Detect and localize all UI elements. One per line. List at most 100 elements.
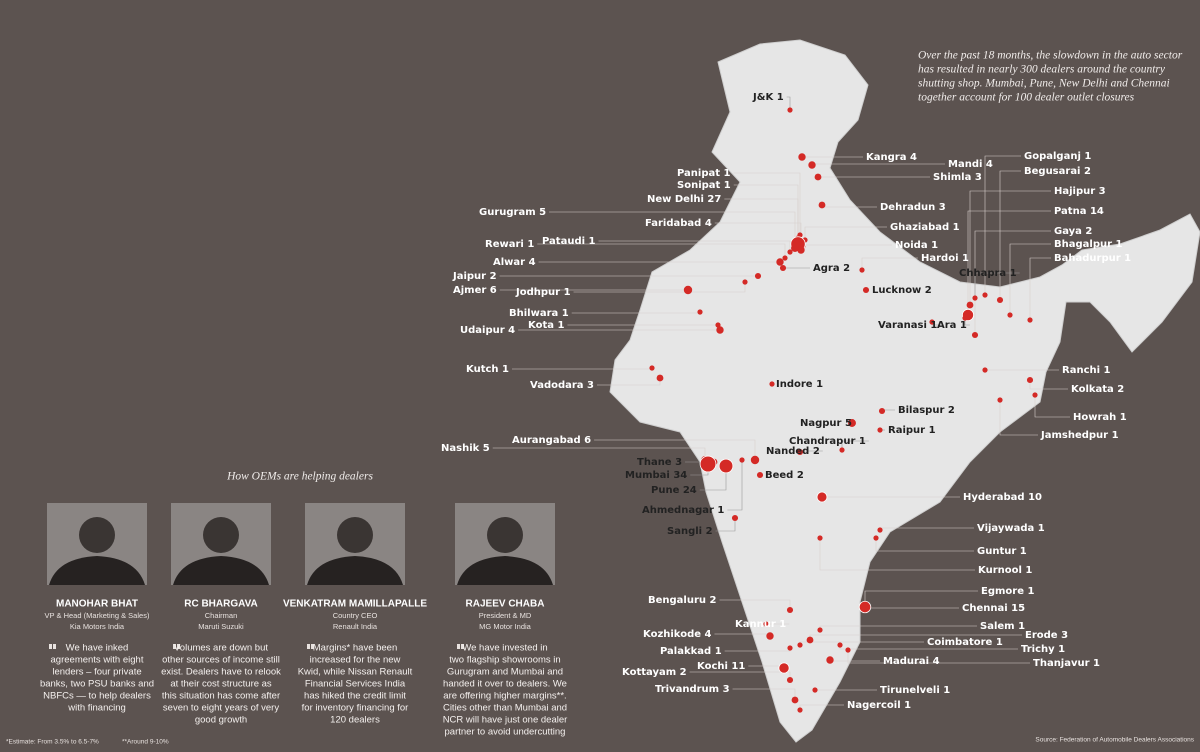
city-label: Nagercoil 1 [847, 700, 911, 711]
city-count: 1 [1124, 253, 1131, 264]
city-label: Gaya 2 [1054, 226, 1092, 237]
person-quote: other sources of income still [162, 655, 280, 666]
city-count: 3 [587, 380, 594, 391]
closure-dot [826, 656, 834, 664]
person-name: MANOHAR BHAT [56, 599, 138, 610]
city-count: 1 [960, 320, 967, 331]
city-label: Noida 1 [895, 240, 938, 251]
closure-dot [962, 315, 968, 321]
city-count: 1 [589, 236, 596, 247]
intro-text: together account for 100 dealer outlet c… [918, 92, 1135, 104]
closure-dot [797, 707, 803, 713]
city-count: 1 [715, 646, 722, 657]
city-count: 2 [680, 667, 687, 678]
leader-line [786, 96, 791, 110]
city-name: Gopalganj [1024, 151, 1081, 162]
city-name: Gurugram [479, 207, 536, 218]
quote-mark [53, 644, 56, 649]
city-count: 1 [779, 619, 786, 630]
leader-line [699, 466, 727, 491]
city-count: 2 [925, 285, 932, 296]
city-name: Kolkata [1071, 384, 1114, 395]
closure-dot [997, 397, 1003, 403]
quote-mark [457, 644, 460, 649]
closure-dot [786, 606, 794, 614]
closure-dot [982, 292, 988, 298]
city-name: Chennai [962, 603, 1008, 614]
city-name: Rewari [485, 239, 524, 250]
city-name: Aurangabad [512, 435, 581, 446]
closure-dot [862, 286, 870, 294]
closure-dot [754, 272, 762, 280]
city-name: Beed [765, 470, 793, 481]
person-quote: are offering higher margins**. [443, 691, 566, 702]
city-count: 2 [843, 263, 850, 274]
city-label: Aurangabad 6 [512, 435, 591, 446]
closure-dot [972, 295, 978, 301]
person-quote: this situation has come after [162, 691, 280, 702]
person-quote: agreements with eight [51, 655, 144, 666]
city-name: Varanasi [878, 320, 927, 331]
leader-line [999, 400, 1038, 436]
leader-line [969, 190, 1051, 305]
intro-text: Over the past 18 months, the slowdown in… [918, 50, 1183, 62]
city-label: Rewari 1 [485, 239, 534, 250]
city-name: Faridabad [645, 218, 701, 229]
closure-dot [797, 642, 803, 648]
city-count: 1 [557, 320, 564, 331]
closure-dot [656, 374, 664, 382]
city-name: Thane [637, 457, 672, 468]
city-label: Ghaziabad 1 [890, 222, 960, 233]
city-count: 1 [1116, 239, 1123, 250]
city-name: Kottayam [622, 667, 676, 678]
leader-line [804, 226, 887, 240]
city-name: Shimla [933, 172, 971, 183]
person-quote: Volumes are down but [174, 643, 268, 654]
city-name: Ranchi [1062, 365, 1100, 376]
city-count: 1 [1093, 658, 1100, 669]
person-name: RAJEEV CHABA [466, 599, 545, 610]
city-label: Vijaywada 1 [977, 523, 1045, 534]
city-label: Patna 14 [1054, 206, 1104, 217]
city-count: 4 [986, 159, 993, 170]
city-count: 1 [1084, 151, 1091, 162]
person-quote: NBFCs — to help dealers [43, 691, 151, 702]
person-quote: lenders – four private [52, 667, 141, 678]
city-label: Chandrapur 1 [789, 436, 866, 447]
closure-dot [798, 153, 806, 161]
leader-line [861, 257, 918, 270]
closure-dot [839, 447, 845, 453]
city-name: Indore [776, 379, 813, 390]
city-count: 1 [931, 240, 938, 251]
closure-dot [996, 296, 1004, 304]
city-name: Ghaziabad [890, 222, 949, 233]
portrait-body [307, 556, 403, 585]
city-label: Panipat 1 [677, 168, 731, 179]
person-role: VP & Head (Marketing & Sales) [45, 611, 150, 620]
closure-dot [782, 255, 788, 261]
person-quote: Cities other than Mumbai and [443, 703, 567, 714]
city-count: 1 [1038, 523, 1045, 534]
city-label: Hajipur 3 [1054, 186, 1106, 197]
city-count: 1 [904, 700, 911, 711]
city-count: 5 [483, 443, 490, 454]
city-name: Tirunelveli [880, 685, 940, 696]
city-name: Agra [813, 263, 840, 274]
city-label: J&K 1 [752, 92, 784, 103]
city-count: 3 [675, 457, 682, 468]
city-count: 1 [502, 364, 509, 375]
leader-line [864, 590, 978, 605]
city-count: 10 [1028, 492, 1042, 503]
city-label: Alwar 4 [493, 257, 536, 268]
city-name: Gaya [1054, 226, 1082, 237]
city-name: Udaipur [460, 325, 505, 336]
closure-dot [817, 627, 823, 633]
city-count: 5 [845, 418, 852, 429]
city-name: Bilaspur [898, 405, 944, 416]
closure-dot [716, 326, 724, 334]
portrait-body [49, 556, 145, 585]
quote-mark [311, 644, 314, 649]
city-label: Guntur 1 [977, 546, 1027, 557]
section-title: How OEMs are helping dealers [226, 471, 373, 483]
